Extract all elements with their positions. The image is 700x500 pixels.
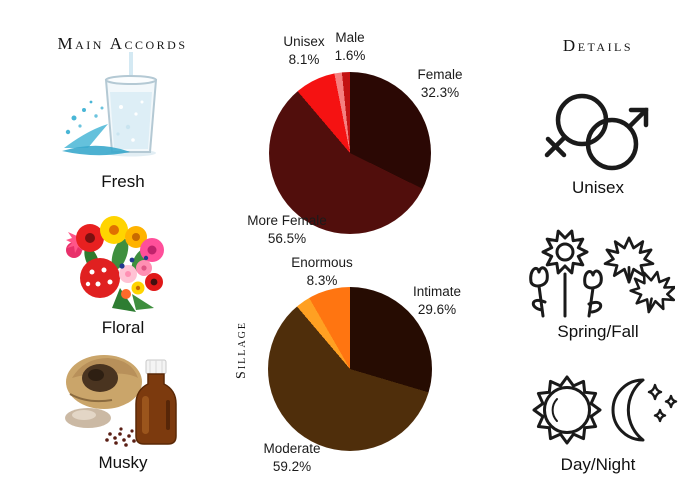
detail-label-unisex: Unisex [572,178,624,197]
polka-dot-vase [80,258,120,298]
sunflower [541,229,589,275]
pie-label-more-female: More Female 56.5% [247,213,327,247]
sun-moon-stars-icon [527,362,679,452]
gender-unisex-icon [540,86,656,174]
detail-label-day-night: Day/Night [560,455,636,474]
gender-pie-chart [269,72,431,234]
pie-label-moderate: Moderate 59.2% [263,441,321,475]
water-splash [64,124,108,148]
water-pour-stream [129,52,133,84]
musky-image [58,348,188,450]
maple-leaf-2 [629,270,675,314]
musk-grains [105,427,140,447]
floral-image [62,210,182,314]
pie-label-intimate: Intimate 29.6% [412,284,462,318]
maple-leaf-1 [603,236,655,284]
pie-label-female: Female 32.3% [417,67,463,101]
accord-label-musky: Musky [98,453,148,472]
crescent-moon [611,378,645,442]
sun [532,375,602,445]
tulip-right [583,269,603,290]
details-header: Details [562,36,634,55]
sillage-axis-label: Sillage [234,321,249,379]
pie-label-unisex: Unisex 8.1% [283,34,325,68]
main-accords-header: Main Accords [57,34,188,53]
accord-label-floral: Floral [101,318,145,337]
tulip-left [529,266,549,288]
detail-label-spring-fall: Spring/Fall [557,322,639,341]
accord-label-fresh: Fresh [101,172,145,191]
flowers-maple-leaves-icon [523,220,675,320]
pie-label-enormous: Enormous 8.3% [291,255,353,289]
sillage-pie-chart [268,287,432,451]
fresh-image [58,52,188,170]
stars [647,383,678,423]
pie-label-male: Male 1.6% [334,30,366,64]
